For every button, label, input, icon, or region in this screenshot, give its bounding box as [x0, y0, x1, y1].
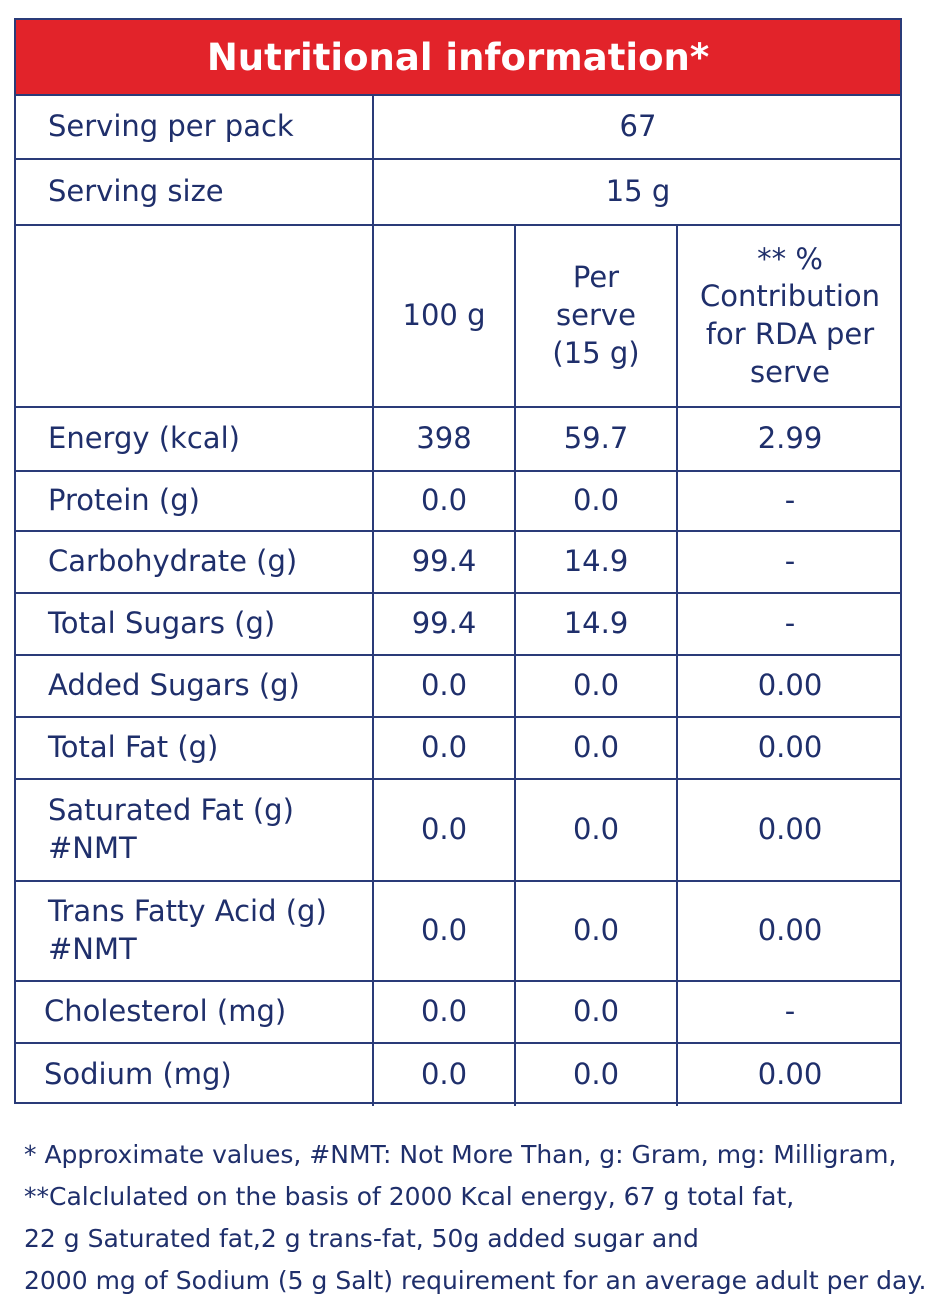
nutrient-label: Total Fat (g)	[16, 718, 374, 778]
per-serve-value: 0.0	[516, 472, 678, 530]
per-100g-value: 398	[374, 408, 516, 470]
header-100g: 100 g	[374, 226, 516, 406]
table-row: Sodium (mg) 0.0 0.0 0.00	[16, 1044, 900, 1106]
panel-title: Nutritional information*	[16, 20, 900, 96]
rda-value: 0.00	[757, 1057, 823, 1092]
rda-value: 0.00	[757, 913, 823, 948]
per-100g-value: 0.0	[374, 718, 516, 778]
rda-value: -	[784, 606, 796, 641]
nutrient-label: Protein (g)	[16, 472, 374, 530]
nutrient-label: Energy (kcal)	[16, 408, 374, 470]
nutrient-label: Sodium (mg)	[16, 1044, 374, 1106]
column-header-row: 100 g Per serve (15 g) ** % Contribution…	[16, 226, 900, 408]
table-row: Protein (g) 0.0 0.0 -	[16, 472, 900, 532]
per-100g-value: 99.4	[374, 594, 516, 654]
per-serve-value: 0.0	[516, 780, 678, 880]
footnote-line: **Calclulated on the basis of 2000 Kcal …	[24, 1182, 795, 1211]
per-serve-value: 0.0	[516, 982, 678, 1042]
table-row: Total Fat (g) 0.0 0.0 0.00	[16, 718, 900, 780]
rda-value: -	[784, 483, 796, 518]
per-serve-value: 14.9	[516, 532, 678, 592]
nutrient-label: Carbohydrate (g)	[16, 532, 374, 592]
per-100g-value: 0.0	[374, 656, 516, 716]
table-row: Trans Fatty Acid (g) #NMT 0.0 0.0 0.00	[16, 882, 900, 982]
nutrient-label: Total Sugars (g)	[16, 594, 374, 654]
rda-value: 0.00	[757, 730, 823, 765]
table-row: Total Sugars (g) 99.4 14.9 -	[16, 594, 900, 656]
per-serve-value: 0.0	[516, 882, 678, 980]
per-100g-value: 0.0	[374, 472, 516, 530]
per-100g-value: 99.4	[374, 532, 516, 592]
rda-value: 0.00	[757, 812, 823, 847]
serving-per-pack-label: Serving per pack	[16, 96, 374, 158]
per-serve-value: 0.0	[516, 1044, 678, 1106]
footnote-line: 2000 mg of Sodium (5 g Salt) requirement…	[24, 1266, 927, 1295]
rda-value: -	[784, 544, 796, 579]
serving-per-pack-value: 67	[619, 109, 657, 144]
footnote-line: * Approximate values, #NMT: Not More Tha…	[24, 1140, 897, 1169]
per-100g-value: 0.0	[374, 780, 516, 880]
table-row: Added Sugars (g) 0.0 0.0 0.00	[16, 656, 900, 718]
table-row: Energy (kcal) 398 59.7 2.99	[16, 408, 900, 472]
rda-value: -	[784, 994, 796, 1029]
footnotes: * Approximate values, #NMT: Not More Tha…	[24, 1134, 927, 1302]
rda-value: 0.00	[757, 668, 823, 703]
per-100g-value: 0.0	[374, 882, 516, 980]
serving-size-label: Serving size	[16, 160, 374, 224]
table-row: Carbohydrate (g) 99.4 14.9 -	[16, 532, 900, 594]
per-serve-value: 14.9	[516, 594, 678, 654]
per-100g-value: 0.0	[374, 1044, 516, 1106]
serving-size-value: 15 g	[605, 174, 671, 209]
per-serve-value: 0.0	[516, 656, 678, 716]
table-row: Saturated Fat (g) #NMT 0.0 0.0 0.00	[16, 780, 900, 882]
serving-size-row: Serving size 15 g	[16, 160, 900, 226]
header-per-serve: Per serve (15 g)	[516, 226, 678, 406]
nutrient-label: Cholesterol (mg)	[16, 982, 374, 1042]
serving-per-pack-row: Serving per pack 67	[16, 96, 900, 160]
rda-value: 2.99	[757, 421, 823, 456]
nutrient-label: Saturated Fat (g) #NMT	[16, 780, 374, 880]
footnote-line: 22 g Saturated fat,2 g trans-fat, 50g ad…	[24, 1224, 699, 1253]
table-row: Cholesterol (mg) 0.0 0.0 -	[16, 982, 900, 1044]
per-serve-value: 59.7	[516, 408, 678, 470]
header-empty-cell	[16, 226, 374, 406]
header-rda: ** % Contribution for RDA per serve	[699, 241, 881, 389]
nutrient-label: Added Sugars (g)	[16, 656, 374, 716]
per-serve-value: 0.0	[516, 718, 678, 778]
per-100g-value: 0.0	[374, 982, 516, 1042]
nutrition-panel: Nutritional information* Serving per pac…	[14, 18, 902, 1106]
nutrient-label: Trans Fatty Acid (g) #NMT	[16, 882, 374, 980]
